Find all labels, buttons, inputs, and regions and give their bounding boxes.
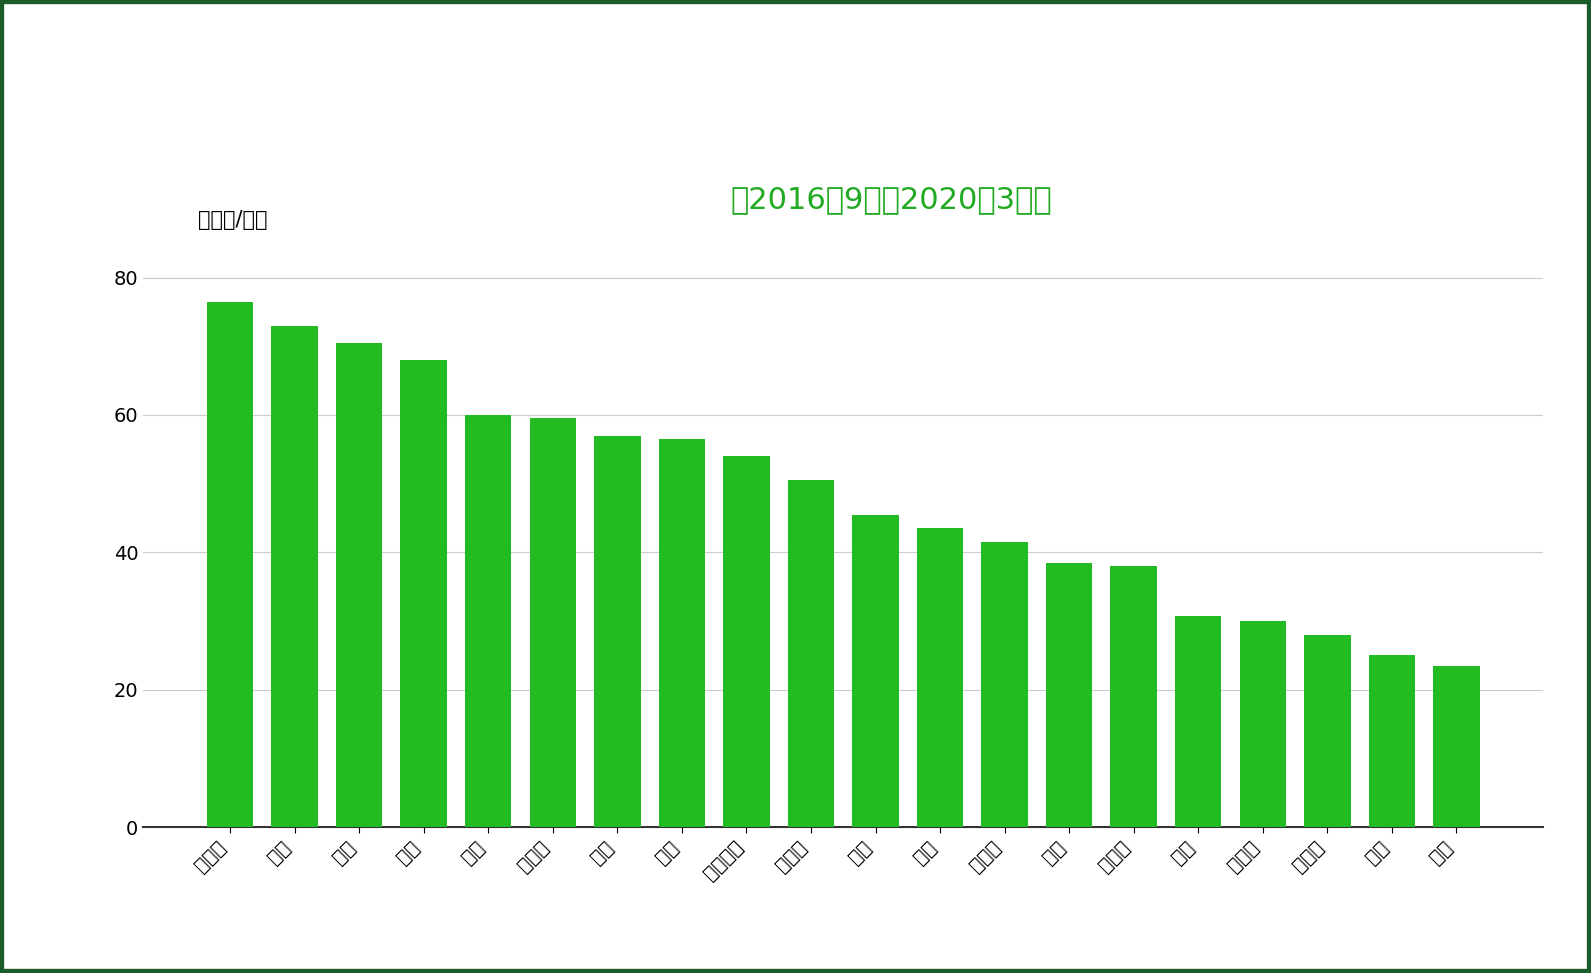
Bar	[207, 302, 253, 827]
Bar	[788, 481, 834, 827]
Bar	[724, 456, 770, 827]
Text: （万円/㎡）: （万円/㎡）	[197, 209, 267, 230]
Bar	[659, 439, 705, 827]
Bar	[530, 418, 576, 827]
Bar	[272, 326, 318, 827]
Bar	[1368, 656, 1414, 827]
Bar	[1433, 666, 1480, 827]
Bar	[465, 414, 511, 827]
Bar	[593, 436, 641, 827]
Bar	[1176, 616, 1222, 827]
Bar	[1239, 621, 1286, 827]
Bar	[401, 360, 447, 827]
Text: （2016年9月～2020年3月）: （2016年9月～2020年3月）	[730, 185, 1052, 214]
Bar	[853, 515, 899, 827]
Text: 浦和区地域別中古マンション平均㎡単価: 浦和区地域別中古マンション平均㎡単価	[711, 86, 1071, 119]
Bar	[1305, 634, 1351, 827]
Bar	[1045, 562, 1093, 827]
Bar	[916, 528, 963, 827]
Bar	[336, 342, 382, 827]
Bar	[1111, 566, 1157, 827]
Bar	[982, 542, 1028, 827]
